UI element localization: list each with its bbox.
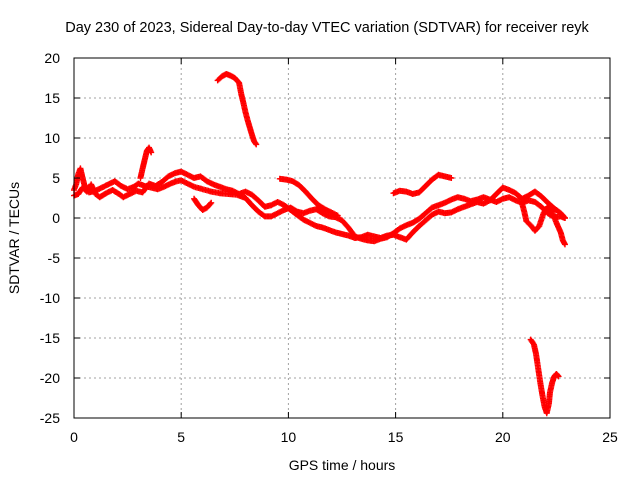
data-point [334,212,341,219]
y-tick-label: -5 [48,250,61,266]
x-axis-label: GPS time / hours [289,457,396,473]
data-point [554,372,561,379]
x-tick-label: 0 [70,429,78,445]
x-tick-label: 5 [177,429,185,445]
plot-frame [73,57,611,419]
data-point [561,215,568,221]
data-point [207,200,214,207]
y-tick-label: -10 [40,290,60,306]
data-points [71,71,568,417]
y-tick-label: -25 [40,410,60,426]
x-tick-label: 25 [602,429,618,445]
y-tick-label: 10 [44,130,60,146]
chart-title: Day 230 of 2023, Sidereal Day-to-day VTE… [65,20,589,36]
axis-ticks [73,57,611,419]
data-point [561,241,568,248]
data-point [448,175,455,181]
y-tick-label: 15 [44,90,60,106]
y-tick-label: 0 [52,210,60,226]
data-point [561,214,568,221]
data-point [252,140,259,147]
y-tick-label: -20 [40,370,60,386]
x-tick-label: 10 [281,429,297,445]
data-point [148,149,155,156]
data-point [555,373,562,380]
data-point [208,199,215,206]
data-point [253,141,260,148]
y-tick-label: -15 [40,330,60,346]
y-tick-label: 5 [52,170,60,186]
x-tick-labels: 0 5 10 15 20 25 [70,429,618,445]
y-tick-label: 20 [44,50,60,66]
y-axis-label: SDTVAR / TECUs [6,182,22,294]
x-tick-label: 20 [495,429,511,445]
grid-lines [74,58,610,418]
y-tick-labels: 20 15 10 5 0 -5 -10 -15 -20 -25 [40,50,60,426]
x-tick-label: 15 [388,429,404,445]
